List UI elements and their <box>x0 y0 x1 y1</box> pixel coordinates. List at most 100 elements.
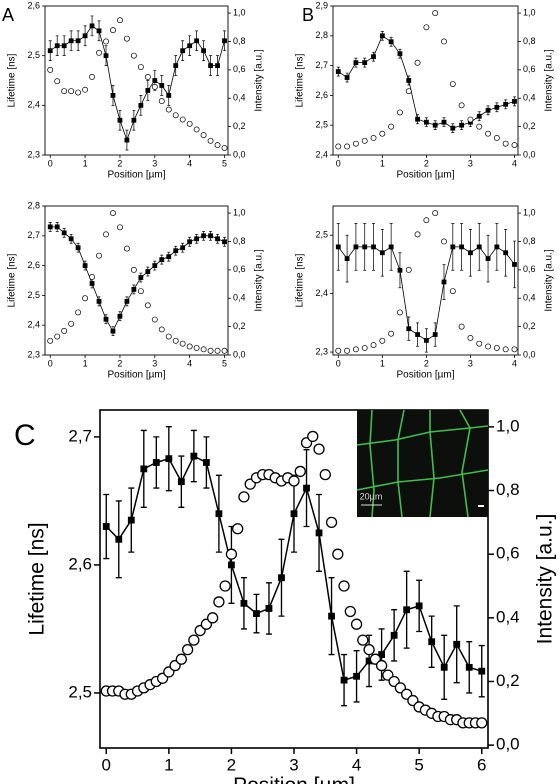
x-axis-label: Position [µm] <box>396 370 454 381</box>
intensity-marker <box>68 320 75 327</box>
intensity-marker <box>379 130 386 137</box>
x-tick-label: 1 <box>164 755 173 774</box>
y-axis-label: Lifetime [ns] <box>26 522 49 635</box>
y2-tick-label: 0,4 <box>496 607 520 626</box>
x-tick-label: 1 <box>83 159 88 169</box>
y-tick-label: 2,4 <box>27 100 40 110</box>
x-tick-label: 2 <box>227 755 236 774</box>
intensity-marker <box>130 266 137 273</box>
lifetime-marker <box>371 54 376 60</box>
lifetime-marker <box>265 605 273 612</box>
intensity-marker <box>388 330 395 337</box>
cell-wall <box>369 409 375 518</box>
intensity-marker <box>206 612 219 624</box>
intensity-marker <box>441 38 447 45</box>
y2-axis-label: Intensity [a.u.] <box>534 514 557 645</box>
lifetime-marker <box>96 28 102 34</box>
intensity-marker <box>288 475 300 487</box>
intensity-marker <box>61 327 68 334</box>
lifetime-marker <box>378 651 386 658</box>
x-tick-label: 3 <box>468 359 473 369</box>
x-tick-label: 1 <box>83 359 88 369</box>
intensity-marker <box>493 135 500 141</box>
lifetime-marker <box>47 48 53 54</box>
y-tick-label: 2,4 <box>315 288 328 298</box>
intensity-series <box>100 430 488 729</box>
y-tick-label: 2,7 <box>315 60 328 70</box>
lifetime-marker <box>253 610 260 617</box>
lifetime-marker <box>202 459 210 466</box>
lifetime-marker <box>131 117 137 123</box>
intensity-marker <box>172 112 179 119</box>
lifetime-marker <box>388 39 394 45</box>
x-tick-label: 0 <box>48 159 53 169</box>
lifetime-marker <box>353 60 359 66</box>
y-axis-label: Lifetime [ns] <box>7 253 18 307</box>
lifetime-marker <box>75 245 81 251</box>
intensity-marker <box>332 548 344 560</box>
intensity-marker <box>363 644 375 656</box>
lifetime-marker <box>165 455 173 463</box>
intensity-marker <box>181 644 194 656</box>
intensity-marker <box>423 24 430 31</box>
intensity-marker <box>414 59 421 66</box>
intensity-marker <box>397 109 403 116</box>
intensity-marker <box>502 346 509 353</box>
intensity-marker <box>405 88 412 95</box>
intensity-marker <box>414 231 421 238</box>
intensity-marker <box>207 347 214 354</box>
intensity-marker <box>502 140 509 147</box>
intensity-marker <box>116 224 123 231</box>
lifetime-marker <box>441 279 447 285</box>
x-tick-label: 3 <box>468 159 473 169</box>
y2-tick-label: 0,0 <box>523 149 536 159</box>
lifetime-marker <box>228 561 235 569</box>
lifetime-marker <box>335 69 341 74</box>
intensity-marker <box>467 335 474 341</box>
intensity-marker <box>207 137 214 144</box>
lifetime-marker <box>89 281 95 286</box>
lifetime-marker <box>152 459 160 466</box>
lifetime-marker <box>468 250 473 256</box>
y2-axis-label: Intensity [a.u.] <box>254 249 265 311</box>
intensity-marker <box>110 210 116 217</box>
y-tick-label: 2,6 <box>68 554 92 573</box>
intensity-marker <box>130 52 137 59</box>
y2-tick-label: 0,2 <box>523 321 536 331</box>
x-tick-label: 3 <box>152 359 157 369</box>
cell-wall <box>397 409 405 518</box>
lifetime-marker <box>115 535 123 543</box>
lifetime-marker <box>503 250 509 256</box>
x-tick-label: 6 <box>477 755 486 774</box>
panel-label: A <box>2 5 14 25</box>
lifetime-marker <box>208 233 213 239</box>
lifetime-marker <box>208 63 213 68</box>
x-tick-label: 4 <box>187 359 192 369</box>
intensity-marker <box>165 106 172 113</box>
inset-scale-label: 20µm <box>360 491 383 501</box>
x-tick-label: 2 <box>117 359 122 369</box>
intensity-marker <box>485 343 491 350</box>
lifetime-marker <box>222 38 227 44</box>
intensity-marker <box>294 465 306 478</box>
plot-frame <box>44 205 229 356</box>
lifetime-marker <box>177 478 185 486</box>
intensity-marker <box>476 340 483 347</box>
y2-tick-label: 0,6 <box>523 264 536 274</box>
y2-tick-label: 0,8 <box>523 36 536 46</box>
lifetime-marker <box>440 663 448 671</box>
chart-panel: 0 1 2 3 4 5 2,3 2,4 2,5 2,6 2,7 2,8 0,0 0,2 0,4 0,6 0,8 1… <box>7 200 265 380</box>
lifetime-marker <box>335 244 341 250</box>
y2-tick-label: 0,0 <box>233 349 246 359</box>
y2-tick-label: 1,0 <box>233 207 246 217</box>
lifetime-marker <box>194 236 200 242</box>
y2-tick-label: 0,4 <box>523 293 536 303</box>
intensity-marker <box>397 309 403 316</box>
plot-frame <box>332 5 519 156</box>
lifetime-marker <box>222 239 227 245</box>
x-axis-label: Position [µm] <box>396 170 454 181</box>
lifetime-marker <box>340 676 348 684</box>
lifetime-marker <box>365 657 373 665</box>
lifetime-marker <box>89 23 95 29</box>
lifetime-marker <box>173 63 179 68</box>
